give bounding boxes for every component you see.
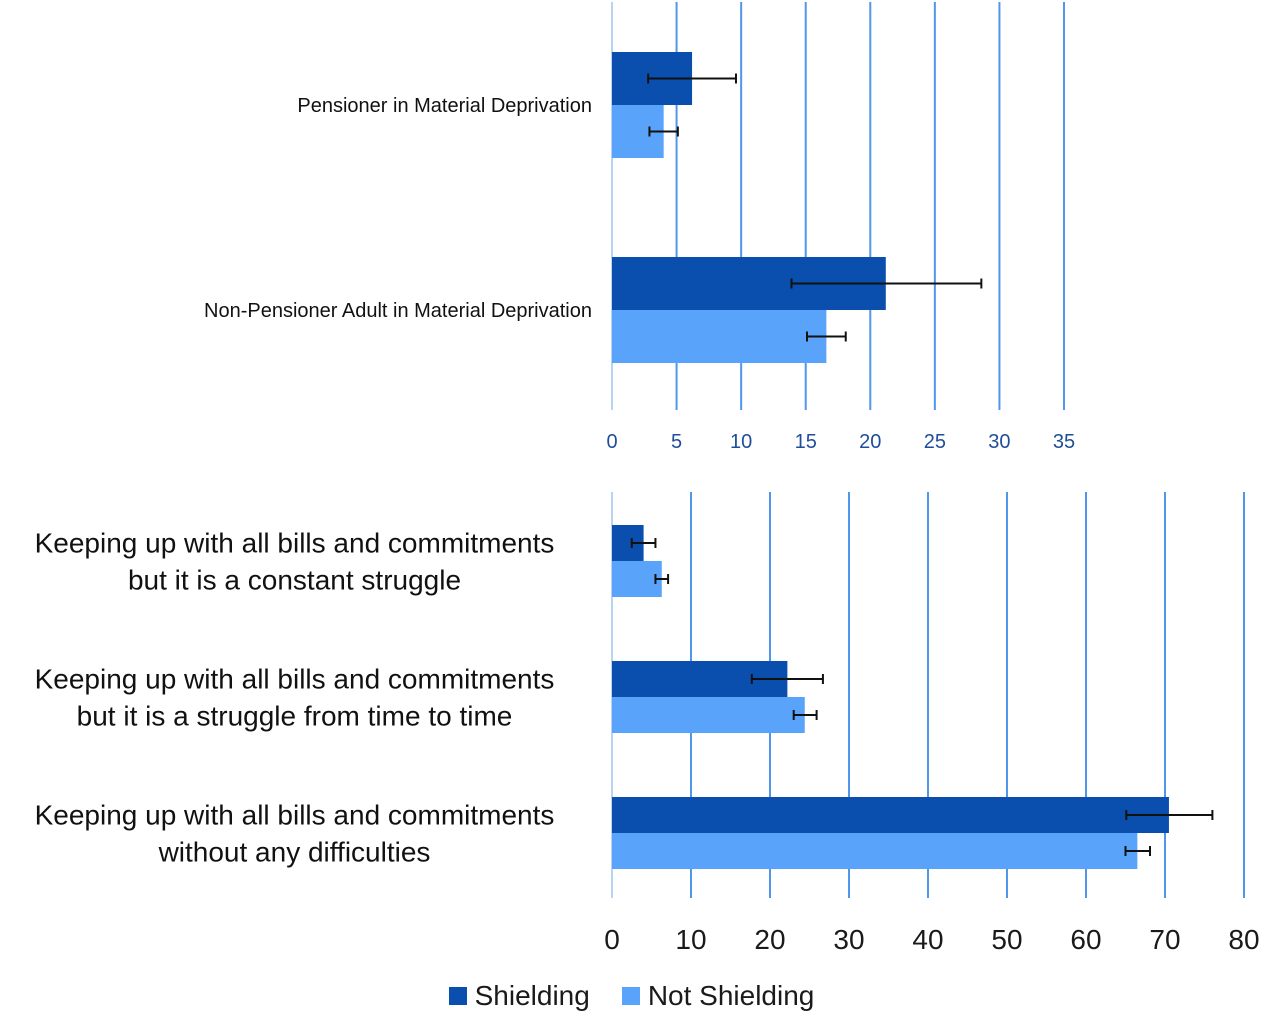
x-tick-label: 20 xyxy=(859,431,881,453)
category-label: but it is a constant struggle xyxy=(128,564,461,595)
category-label: Pensioner in Material Deprivation xyxy=(297,95,592,117)
bar-not-shielding xyxy=(612,561,662,597)
bar-not-shielding xyxy=(612,697,805,733)
legend-swatch-shielding xyxy=(448,987,467,1005)
x-tick-label: 10 xyxy=(675,924,706,955)
legend-label-not-shielding: Not Shielding xyxy=(647,980,815,1011)
x-tick-label: 10 xyxy=(730,431,752,453)
chart-panel-1: 0 5 10 15 20 25 30 35 Pensioner in Material Depr… xyxy=(204,2,1075,453)
legend: Shielding Not Shielding xyxy=(0,980,1263,1012)
x-tick-label: 30 xyxy=(833,924,864,955)
category-label: but it is a struggle from time to time xyxy=(77,700,513,731)
x-tick-label: 30 xyxy=(988,431,1010,453)
x-tick-label: 40 xyxy=(912,924,943,955)
x-tick-label: 0 xyxy=(604,924,620,955)
legend-item-not-shielding: Not Shielding xyxy=(621,980,815,1012)
x-tick-label: 5 xyxy=(671,431,682,453)
x-tick-label: 80 xyxy=(1228,924,1259,955)
category-label: without any difficulties xyxy=(158,836,431,867)
category-label: Keeping up with all bills and commitment… xyxy=(35,663,555,694)
category-label: Non-Pensioner Adult in Material Deprivat… xyxy=(204,300,592,322)
x-tick-label: 20 xyxy=(754,924,785,955)
x-tick-label: 15 xyxy=(795,431,817,453)
legend-swatch-not-shielding xyxy=(621,987,640,1005)
bar-shielding xyxy=(612,797,1169,833)
chart-panel-2: 0 10 20 30 40 50 60 70 80 Keeping up with all bil… xyxy=(35,492,1260,955)
x-tick-label: 70 xyxy=(1149,924,1180,955)
x-tick-label: 0 xyxy=(606,431,617,453)
legend-label-shielding: Shielding xyxy=(474,980,590,1011)
bar-not-shielding xyxy=(612,833,1138,869)
x-tick-label: 25 xyxy=(924,431,946,453)
x-tick-label: 60 xyxy=(1070,924,1101,955)
x-tick-label: 50 xyxy=(991,924,1022,955)
x-tick-label: 35 xyxy=(1053,431,1075,453)
category-label: Keeping up with all bills and commitment… xyxy=(35,527,555,558)
legend-item-shielding: Shielding xyxy=(448,980,590,1012)
bar-not-shielding xyxy=(612,310,827,363)
category-label: Keeping up with all bills and commitment… xyxy=(35,799,555,830)
